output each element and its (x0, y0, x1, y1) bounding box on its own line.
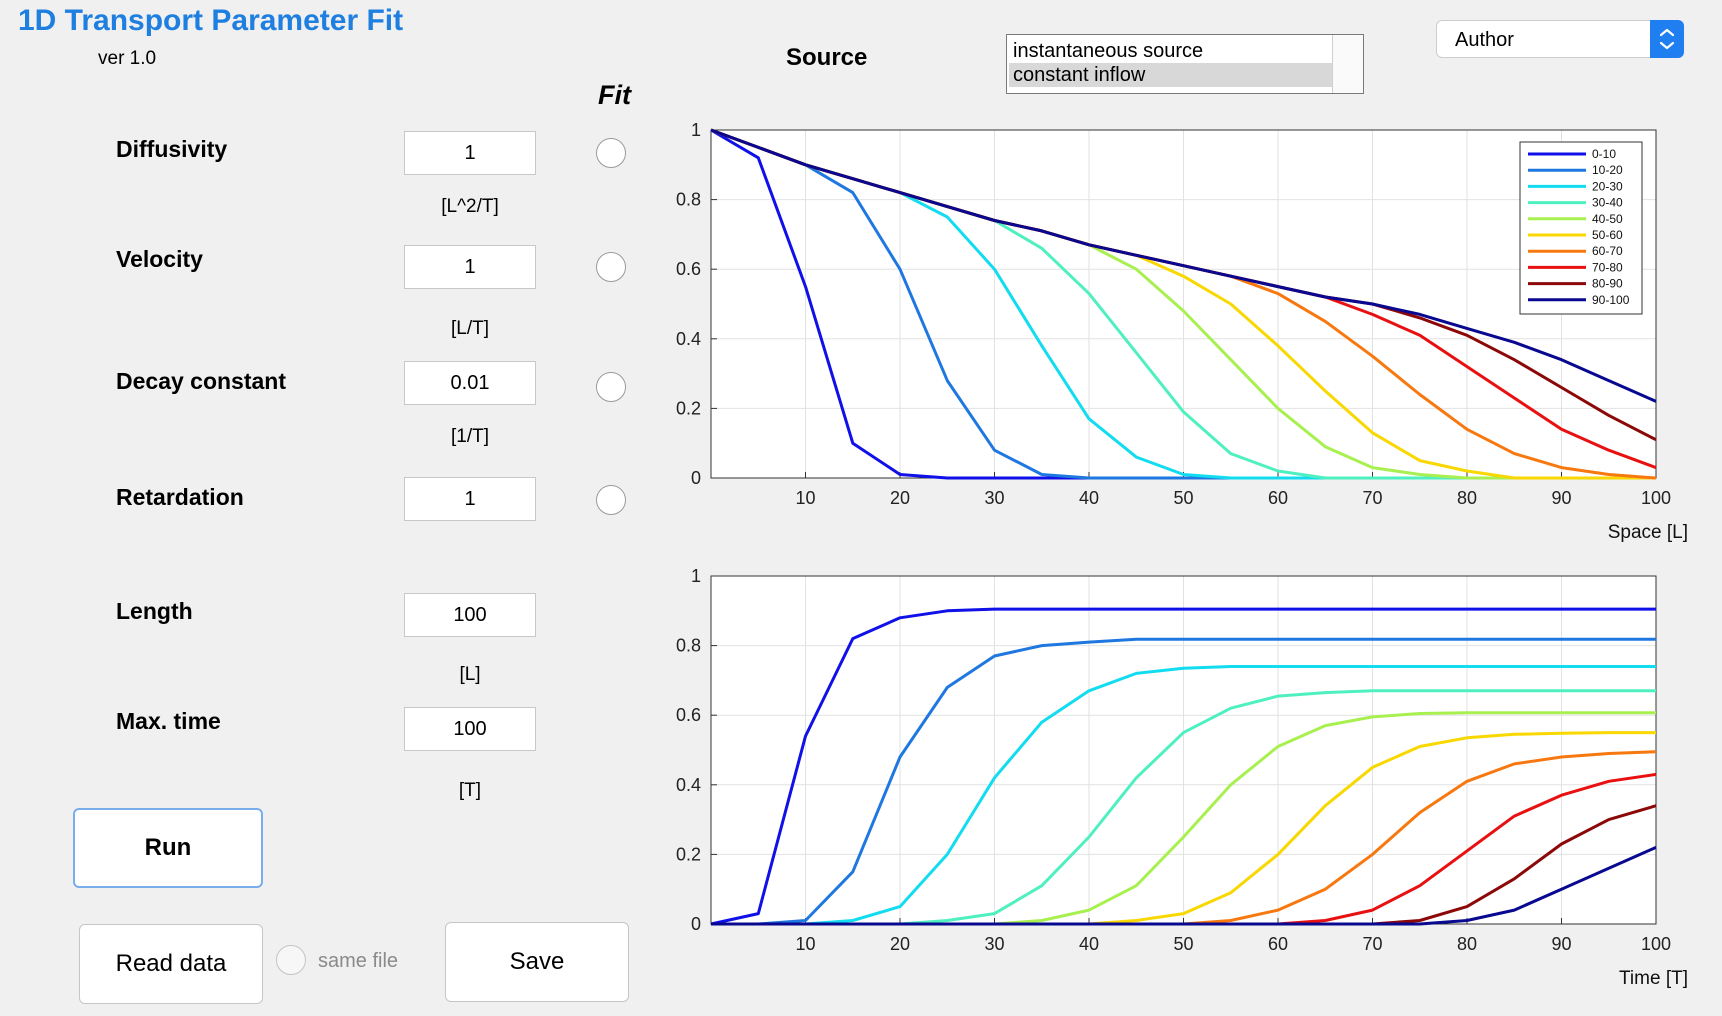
fit-column-header: Fit (598, 80, 631, 110)
series-line (710, 128, 1657, 403)
legend-label: 50-60 (1592, 228, 1623, 242)
x-axis-label: Space [L] (1608, 522, 1688, 543)
x-tick-label: 30 (984, 934, 1004, 954)
space-profile-chart: 10 20 30 40 50 60 70 80 90 100 0 0.2 0.4 0.6 0.8 1 Space… (676, 120, 1688, 543)
y-tick-label: 0.2 (676, 398, 701, 418)
y-tick-label: 1 (691, 120, 701, 140)
x-tick-label: 10 (795, 934, 815, 954)
source-label: Source (786, 44, 868, 71)
listbox-scrollbar[interactable] (1332, 35, 1363, 93)
source-option-instantaneous[interactable]: instantaneous source (1013, 40, 1204, 62)
series-line (710, 607, 1656, 926)
x-tick-label: 30 (984, 488, 1004, 508)
x-tick-label: 80 (1457, 488, 1477, 508)
y-tick-label: 1 (691, 566, 701, 586)
author-dropdown-value: Author (1455, 29, 1514, 51)
y-tick-label: 0 (691, 914, 701, 934)
legend-label: 10-20 (1592, 163, 1623, 177)
retardation-label: Retardation (116, 484, 244, 510)
x-tick-label: 70 (1362, 934, 1382, 954)
diffusivity-unit: [L^2/T] (441, 196, 499, 217)
decay-constant-label: Decay constant (116, 368, 287, 394)
same-file-label: same file (318, 950, 399, 972)
dropdown-arrows-icon[interactable] (1650, 20, 1684, 58)
author-dropdown[interactable]: Author (1436, 20, 1684, 58)
x-tick-label: 20 (890, 934, 910, 954)
source-listbox[interactable]: instantaneous source constant inflow (1006, 34, 1364, 94)
run-button[interactable]: Run (73, 808, 263, 888)
max-time-input[interactable] (404, 707, 536, 751)
max-time-unit: [T] (458, 780, 482, 801)
same-file-radio[interactable] (276, 945, 306, 975)
x-tick-label: 60 (1268, 934, 1288, 954)
length-input[interactable] (404, 593, 536, 637)
source-option-constant-inflow[interactable]: constant inflow (1009, 63, 1335, 87)
legend-label: 60-70 (1592, 244, 1623, 258)
x-tick-label: 90 (1551, 488, 1571, 508)
diffusivity-label: Diffusivity (116, 136, 228, 162)
y-tick-label: 0.4 (676, 775, 701, 795)
legend-label: 20-30 (1592, 179, 1623, 193)
diffusivity-input[interactable] (404, 131, 536, 175)
length-label: Length (116, 598, 193, 624)
series-line (711, 665, 1656, 926)
fit-decay-radio[interactable] (596, 372, 626, 402)
series-line (711, 846, 1657, 926)
x-tick-label: 70 (1362, 488, 1382, 508)
fit-velocity-radio[interactable] (596, 252, 626, 282)
y-tick-label: 0.6 (676, 259, 701, 279)
x-tick-label: 100 (1641, 488, 1671, 508)
decay-constant-input[interactable] (404, 361, 536, 405)
x-axis-label: Time [T] (1619, 968, 1688, 989)
max-time-label: Max. time (116, 708, 221, 734)
legend-box (1519, 141, 1643, 315)
x-tick-label: 10 (795, 488, 815, 508)
read-data-button[interactable]: Read data (79, 924, 263, 1004)
x-tick-label: 20 (890, 488, 910, 508)
legend-label: 90-100 (1592, 293, 1630, 307)
x-tick-label: 50 (1173, 488, 1193, 508)
x-tick-label: 80 (1457, 934, 1477, 954)
save-button[interactable]: Save (445, 922, 629, 1002)
length-unit: [L] (459, 664, 481, 685)
x-tick-label: 60 (1268, 488, 1288, 508)
velocity-label: Velocity (116, 246, 203, 272)
velocity-unit: [L/T] (450, 318, 489, 339)
legend-label: 0-10 (1592, 147, 1616, 161)
series-line (711, 637, 1656, 926)
x-tick-label: 50 (1173, 934, 1193, 954)
y-tick-label: 0.8 (676, 190, 701, 210)
legend-label: 70-80 (1592, 260, 1623, 274)
legend-label: 80-90 (1592, 277, 1623, 291)
retardation-input[interactable] (404, 477, 536, 521)
x-tick-label: 100 (1641, 934, 1671, 954)
legend-label: 30-40 (1592, 196, 1623, 210)
y-tick-label: 0.6 (676, 705, 701, 725)
x-tick-label: 40 (1079, 934, 1099, 954)
app-title: 1D Transport Parameter Fit (18, 4, 404, 37)
legend-label: 40-50 (1592, 212, 1623, 226)
decay-constant-unit: [1/T] (450, 426, 489, 447)
version-label: ver 1.0 (98, 48, 157, 69)
fit-diffusivity-radio[interactable] (596, 138, 626, 168)
y-tick-label: 0.2 (676, 844, 701, 864)
x-tick-label: 90 (1551, 934, 1571, 954)
velocity-input[interactable] (404, 245, 536, 289)
y-tick-label: 0.8 (676, 636, 701, 656)
x-tick-label: 40 (1079, 488, 1099, 508)
y-tick-label: 0.4 (676, 329, 701, 349)
fit-retardation-radio[interactable] (596, 485, 626, 515)
time-breakthrough-chart: 10 20 30 40 50 60 70 80 90 100 0 0.2 0.4 0.6 0.8 1 Time … (676, 566, 1688, 989)
y-tick-label: 0 (691, 468, 701, 488)
